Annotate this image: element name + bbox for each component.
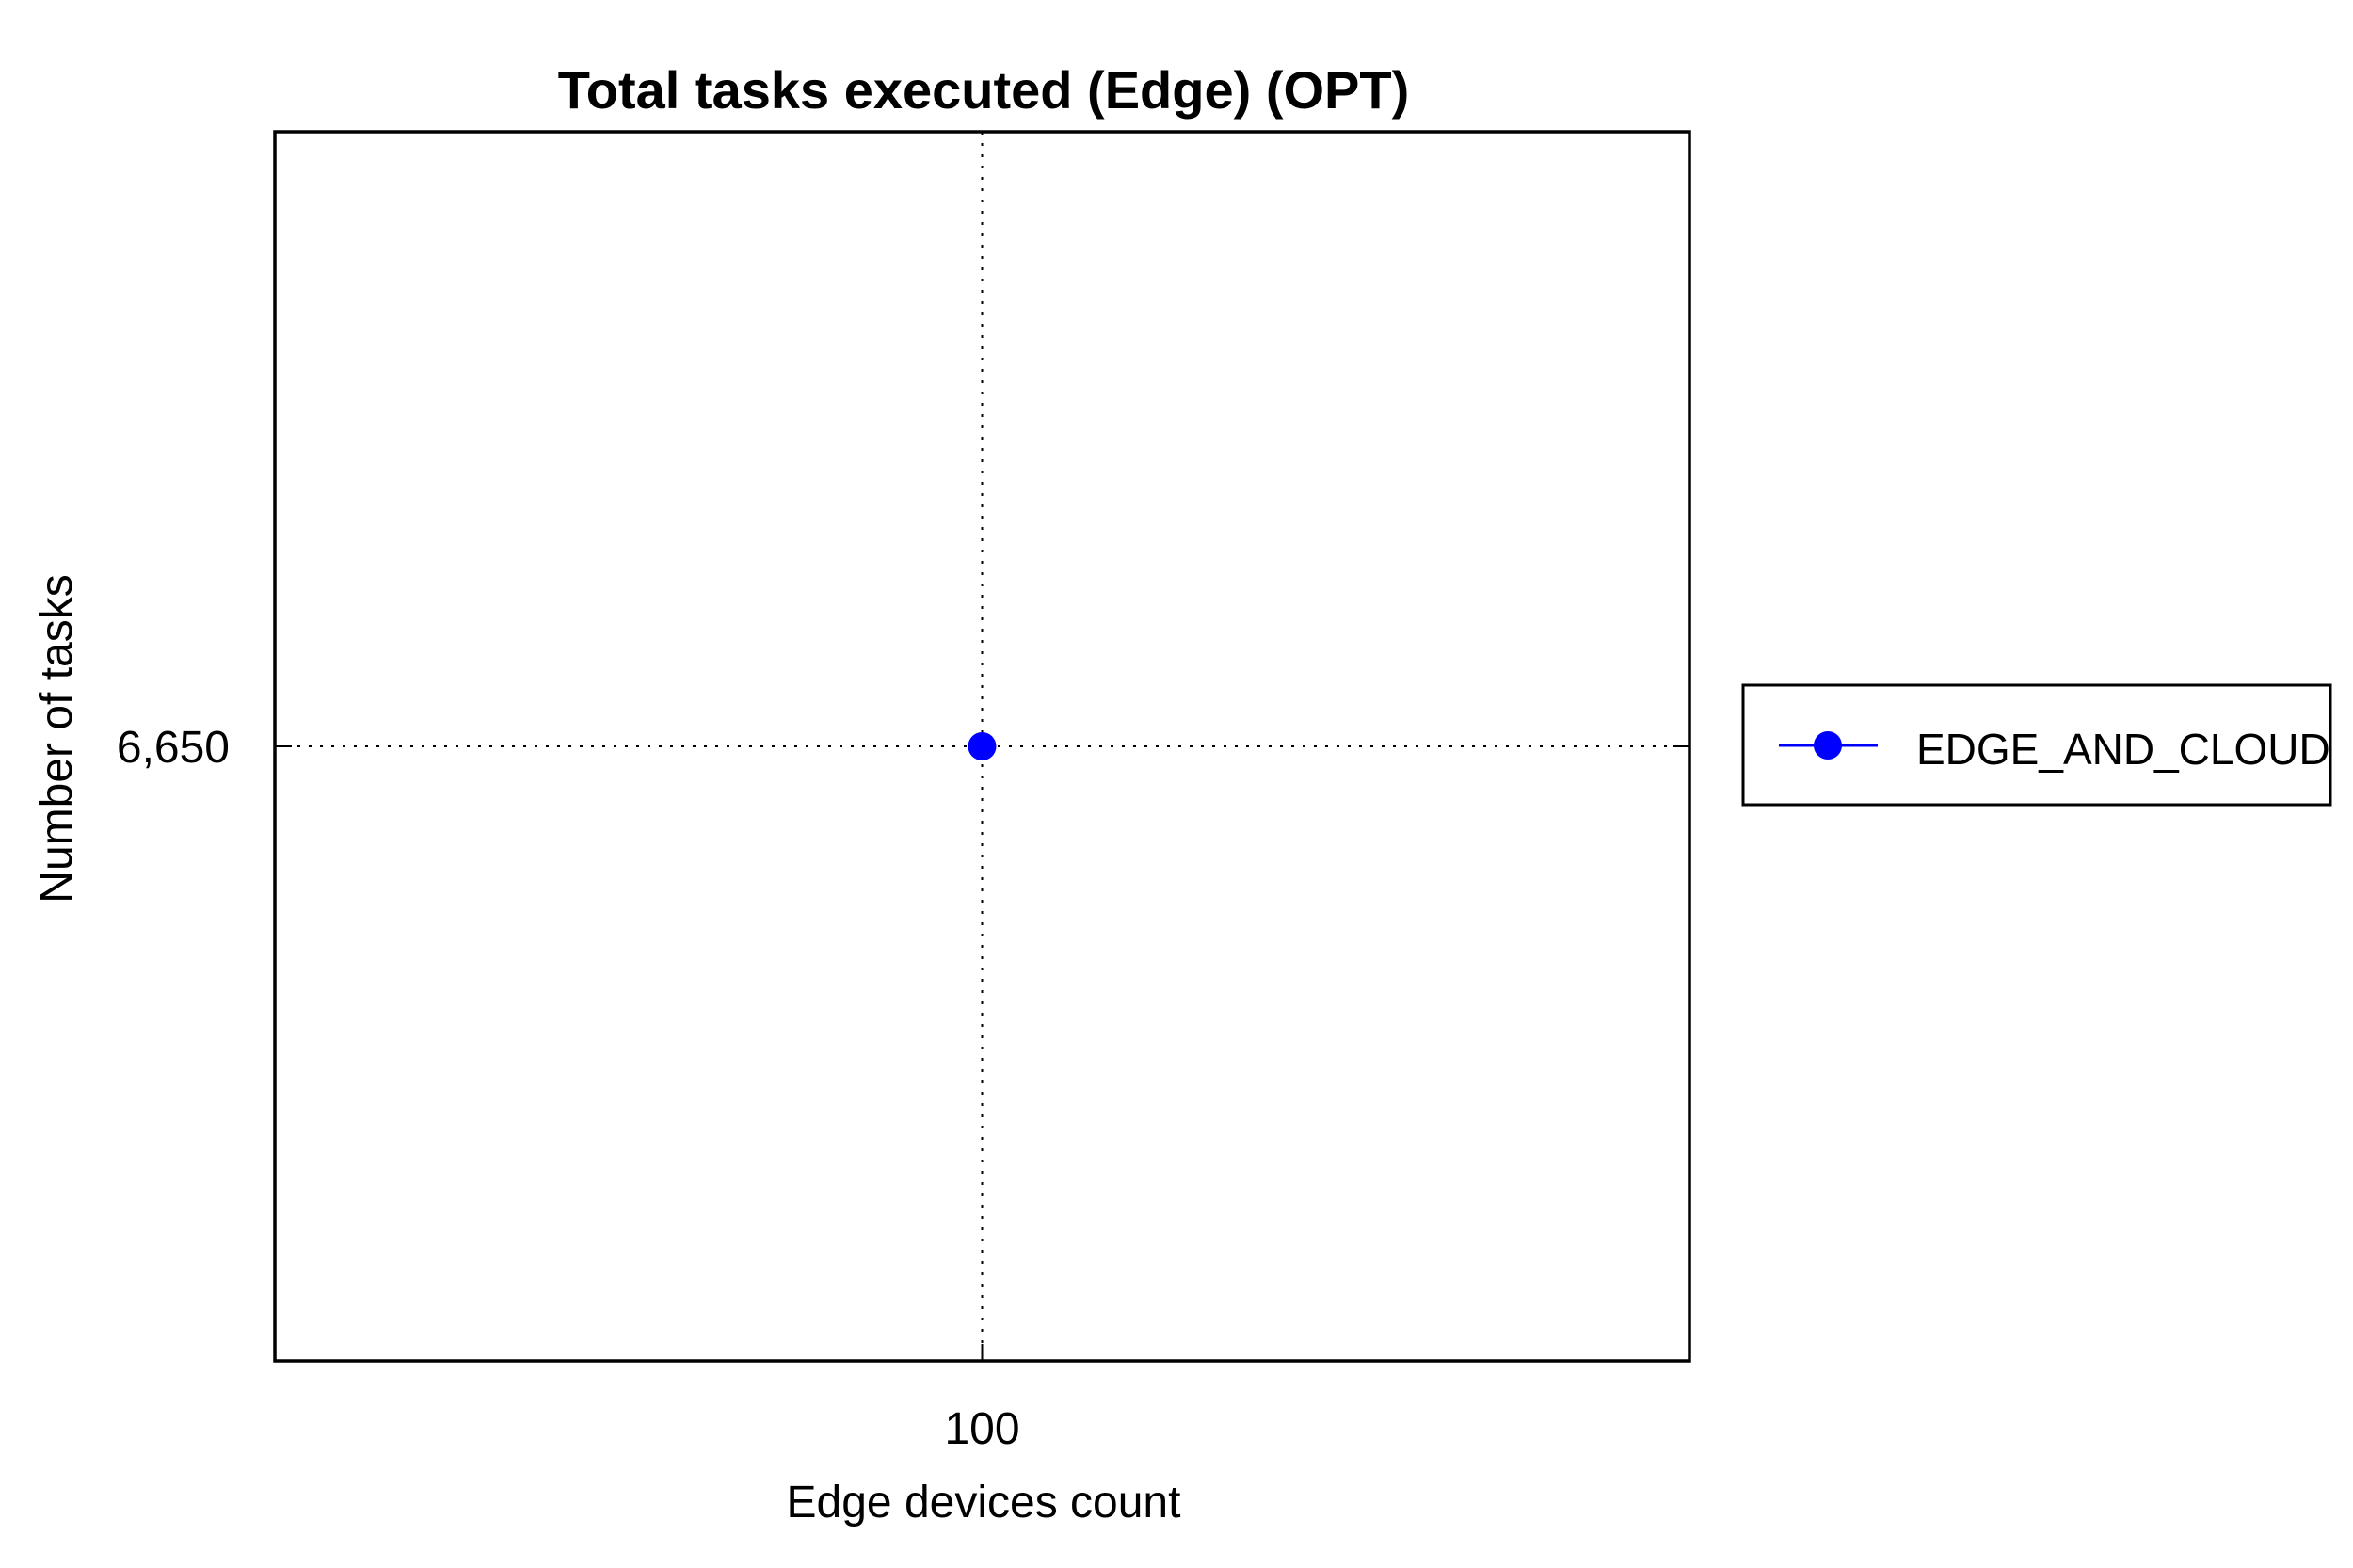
legend-series-label: EDGE_AND_CLOUD <box>1916 725 2330 774</box>
x-axis-label: Edge devices count <box>787 1478 1181 1528</box>
grid-lines <box>275 132 1689 1361</box>
data-point <box>968 732 997 760</box>
axis-ticks: 100 6,650 <box>117 723 1689 1454</box>
legend: EDGE_AND_CLOUD <box>1741 683 2332 807</box>
y-tick-label: 6,650 <box>117 723 230 773</box>
y-axis-label: Number of tasks <box>32 574 82 903</box>
data-series <box>968 732 997 760</box>
x-tick-label: 100 <box>944 1404 1019 1454</box>
chart-title: Total tasks executed (Edge) (OPT) <box>558 60 1409 120</box>
legend-series-marker <box>1814 731 1842 760</box>
